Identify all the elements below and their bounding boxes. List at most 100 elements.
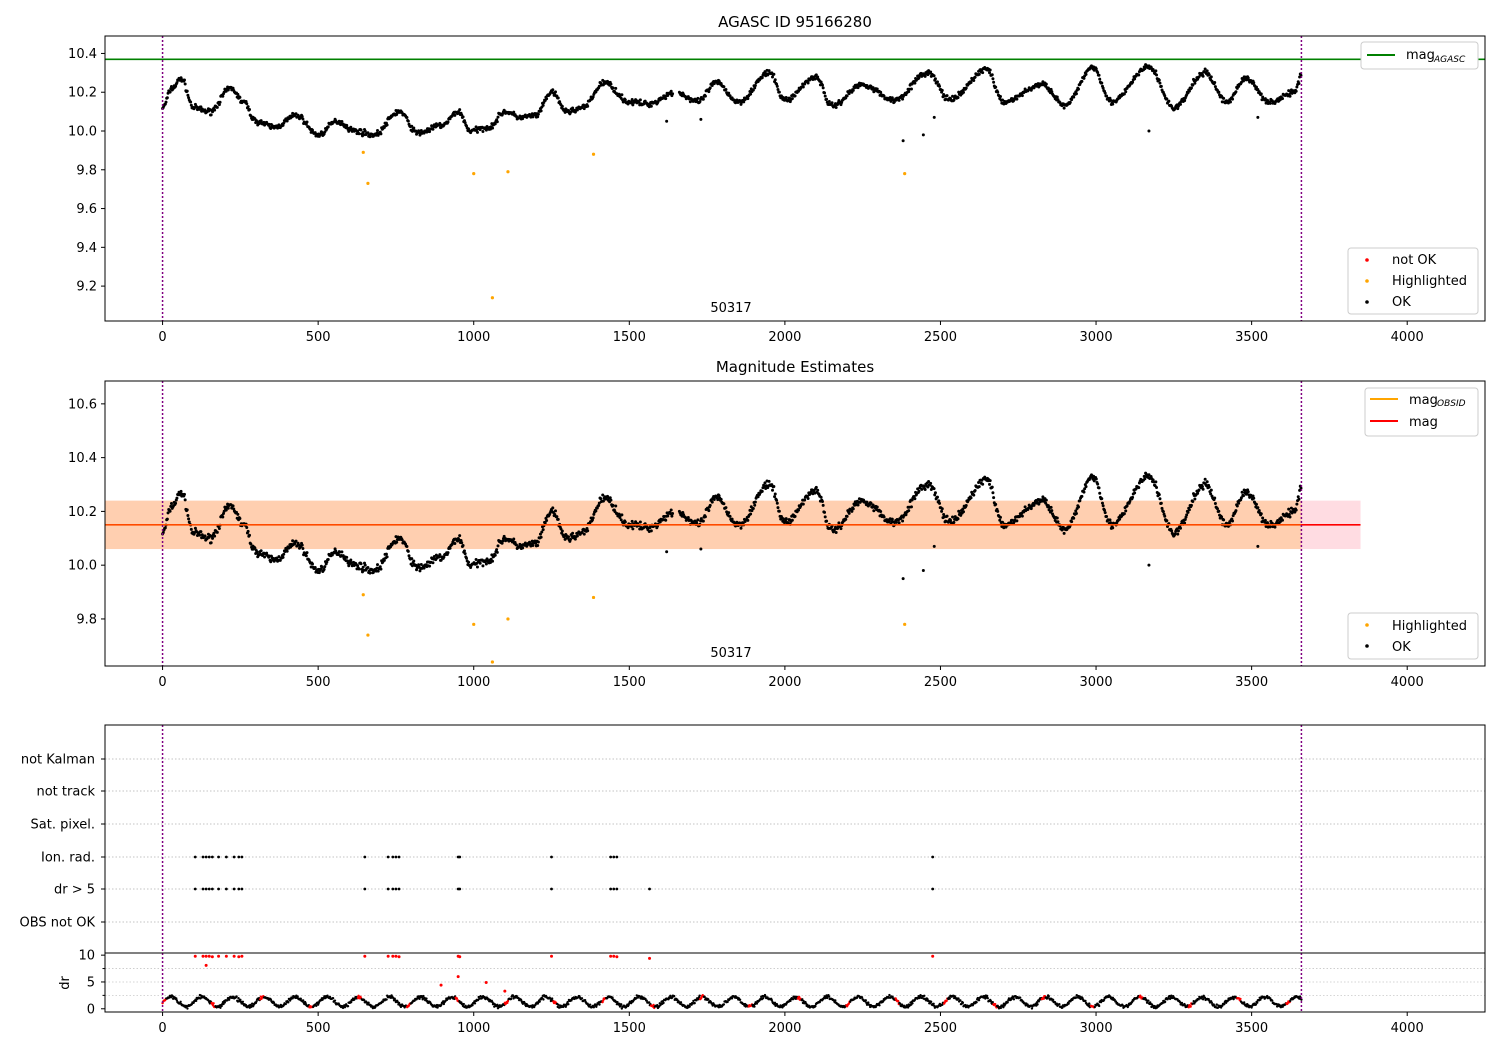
ok-point [1049,505,1053,509]
x-tick-label: 0 [158,330,166,345]
ok-point [932,74,936,78]
ok-point [1265,521,1269,525]
panel2-axes: 0 500 1000 1500 2000 2500 3000 3500 40009.810.01… [68,397,1424,690]
ok-point [742,100,746,104]
ok-point [988,71,992,75]
ok-point [1062,531,1066,535]
ok-point [1076,87,1080,91]
ok-point [777,509,781,513]
ok-point [310,128,314,132]
ok-point [821,86,825,90]
ok-point [937,499,941,503]
flag-point [232,855,236,859]
dr-point [986,996,989,1000]
dr-point [580,997,584,1000]
panel-agasc: AGASC ID 95166280 50317 0 500 1000 1500 2000… [68,13,1486,345]
ok-point [199,530,203,534]
ok-point [933,491,937,495]
ok-point [481,564,485,568]
ok-point [1133,491,1137,495]
dr-point [175,997,178,1000]
ok-point [414,563,418,567]
ok-point [609,82,613,86]
ok-point [717,494,721,498]
ok-point [349,558,353,562]
dr-point [814,1004,817,1008]
ok-point [907,509,911,513]
ok-point [356,564,360,568]
ok-point [897,521,901,525]
ok-point [1157,493,1161,497]
ok-point [770,483,774,487]
ok-point [872,90,876,94]
ok-point [1109,98,1113,102]
ok-point [560,104,564,108]
ok-point [277,555,281,559]
dr-point [1088,1002,1091,1005]
ok-point [1155,486,1159,490]
legend-marker-highlighted [1365,623,1369,627]
ok-point [1097,73,1101,77]
ok-point [816,488,820,492]
dr-point [179,1000,182,1004]
ok-point [301,546,305,550]
ok-point [1161,510,1165,514]
dr-point [227,998,231,1001]
ok-point [474,125,478,129]
ok-point [300,543,304,547]
ok-point [894,520,898,524]
ok-point [1143,477,1147,481]
flag-point [550,855,553,859]
ok-point [185,89,189,93]
dr-point [911,1002,914,1005]
dr-point [961,1001,965,1005]
ok-point [179,489,183,493]
ok-point [462,549,466,553]
ok-point [428,564,432,568]
ok-point [1056,520,1060,524]
ok-point [448,546,452,550]
panel3-series [105,725,1485,1012]
ok-point [1133,77,1137,81]
ok-point [282,552,286,556]
ok-point [825,519,829,523]
dr-point [878,1004,881,1007]
ok-point [1226,524,1230,528]
ok-point [553,513,557,517]
ok-point [218,100,222,104]
ok-point [703,515,707,519]
ok-point [313,565,317,569]
ok-point [1122,512,1126,516]
ok-point [1252,81,1256,85]
ok-point [217,527,221,531]
flag-point [615,855,619,859]
ok-point [929,481,933,485]
ok-point [541,103,545,107]
ok-point [629,525,633,529]
ok-point [750,509,754,513]
ok-point [728,514,732,518]
dr-point [598,1003,601,1006]
ok-point [776,88,780,92]
ok-point [1170,529,1174,533]
ok-point [961,90,965,94]
dr-point [1084,999,1087,1003]
ok-point [465,556,469,560]
ok-point [977,481,981,485]
legend-label: Highlighted [1392,619,1467,634]
dr-point [985,994,989,998]
ok-point [410,557,414,561]
ok-point [359,128,363,132]
dr-point [959,999,962,1002]
dr-point [864,999,867,1002]
ok-point [724,506,728,510]
dr-point [688,1005,691,1008]
y-tick-label: 10.2 [68,86,97,101]
ok-point [964,86,968,90]
ok-point [1080,79,1084,83]
ok-point [580,530,584,534]
ok-point [382,558,386,562]
legend-marker-not-ok [1365,258,1369,262]
ok-point [890,517,894,521]
ok-point [586,529,590,533]
